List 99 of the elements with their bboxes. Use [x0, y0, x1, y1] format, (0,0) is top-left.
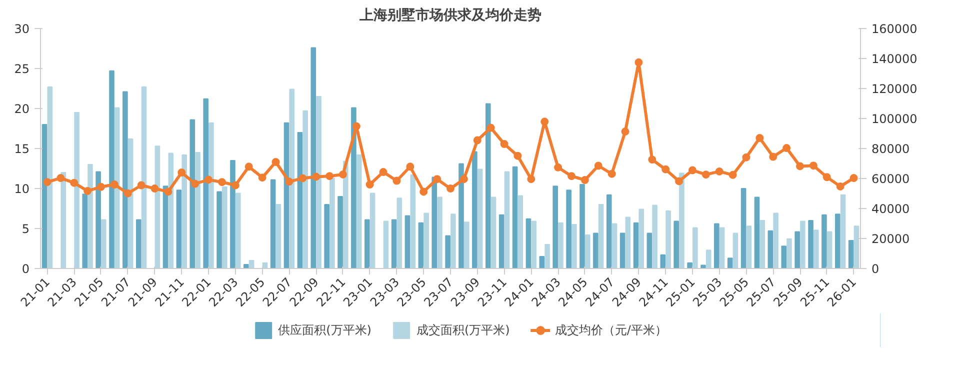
- bar: [176, 190, 182, 268]
- bar: [606, 194, 612, 268]
- y2-tick-label: 0: [872, 262, 880, 276]
- bar: [834, 214, 840, 268]
- bar: [477, 168, 483, 268]
- bar: [101, 219, 106, 268]
- bar: [498, 214, 504, 268]
- y-tick-label: 20: [14, 102, 30, 116]
- chart-title: 上海别墅市场供求及均价走势: [358, 6, 542, 24]
- bar: [848, 240, 854, 268]
- bar: [706, 250, 712, 268]
- bar: [552, 186, 558, 268]
- bar: [652, 204, 658, 268]
- bar: [646, 232, 652, 268]
- bar: [584, 234, 590, 268]
- bar: [404, 215, 410, 268]
- bar: [719, 227, 725, 268]
- y-tick-label: 30: [14, 22, 30, 36]
- y-tick-label: 25: [14, 62, 30, 76]
- bar: [270, 179, 276, 268]
- bar: [396, 198, 402, 268]
- bar: [526, 218, 532, 268]
- bar: [539, 256, 545, 268]
- bar: [674, 220, 679, 268]
- bar: [760, 220, 766, 268]
- bar: [518, 195, 524, 268]
- bar: [437, 196, 442, 268]
- bar: [822, 214, 827, 268]
- y2-tick-label: 80000: [872, 142, 910, 156]
- y-tick-label: 10: [14, 182, 30, 196]
- bar: [754, 196, 760, 268]
- bar: [840, 194, 846, 268]
- bar: [512, 166, 518, 268]
- y2-tick-label: 40000: [872, 202, 910, 216]
- bar: [612, 223, 618, 268]
- legend-label: 成交均价（元/平米）: [554, 322, 667, 338]
- bar: [490, 196, 496, 268]
- bar: [826, 231, 832, 268]
- bar: [383, 220, 389, 268]
- bar: [620, 232, 626, 268]
- legend-label: 供应面积(万平米): [278, 322, 372, 338]
- bar: [773, 212, 778, 268]
- bar: [544, 244, 550, 268]
- bar: [854, 226, 860, 268]
- bar: [593, 232, 598, 268]
- bar: [666, 210, 671, 268]
- bar: [338, 196, 343, 268]
- bar: [714, 223, 720, 268]
- y2-tick-label: 120000: [872, 82, 918, 96]
- y-tick-label: 0: [22, 262, 30, 276]
- bar: [370, 192, 376, 268]
- bar: [244, 264, 249, 268]
- bar: [418, 222, 424, 268]
- bar: [136, 219, 142, 268]
- bar: [800, 220, 806, 268]
- bar: [504, 171, 510, 268]
- y2-tick-label: 140000: [872, 52, 918, 66]
- bar: [692, 227, 698, 268]
- bar: [768, 230, 774, 268]
- bar: [786, 238, 792, 268]
- y2-tick-label: 100000: [872, 112, 918, 126]
- bar: [794, 231, 800, 268]
- bar: [808, 220, 814, 268]
- y-tick-label: 15: [14, 142, 30, 156]
- bar: [424, 212, 429, 268]
- bar: [813, 230, 819, 268]
- bar: [216, 191, 222, 268]
- y2-tick-label: 160000: [872, 22, 918, 36]
- bar: [464, 222, 470, 268]
- bar: [364, 219, 370, 268]
- bar: [740, 188, 746, 268]
- bar: [248, 260, 254, 268]
- bar: [598, 204, 604, 268]
- bar: [276, 204, 282, 268]
- y-tick-label: 5: [22, 222, 30, 236]
- bar: [356, 154, 362, 268]
- bar: [687, 262, 692, 268]
- bar: [445, 235, 450, 268]
- bar: [660, 254, 666, 268]
- bar: [633, 222, 639, 268]
- y2-tick-label: 20000: [872, 232, 910, 246]
- bar: [391, 219, 397, 268]
- bar: [324, 204, 330, 268]
- bar: [746, 226, 752, 268]
- bar: [727, 258, 733, 268]
- bar: [625, 216, 631, 268]
- bar: [472, 151, 478, 268]
- bar: [781, 246, 787, 268]
- bar: [531, 220, 536, 268]
- bar: [450, 214, 456, 268]
- y2-tick-label: 60000: [872, 172, 910, 186]
- legend-label: 成交面积(万平米): [416, 322, 510, 338]
- bar: [572, 224, 577, 268]
- bar: [558, 222, 564, 268]
- bar: [638, 208, 644, 268]
- bar: [566, 190, 572, 268]
- bar: [732, 232, 738, 268]
- bar: [410, 174, 416, 268]
- bar: [235, 192, 241, 268]
